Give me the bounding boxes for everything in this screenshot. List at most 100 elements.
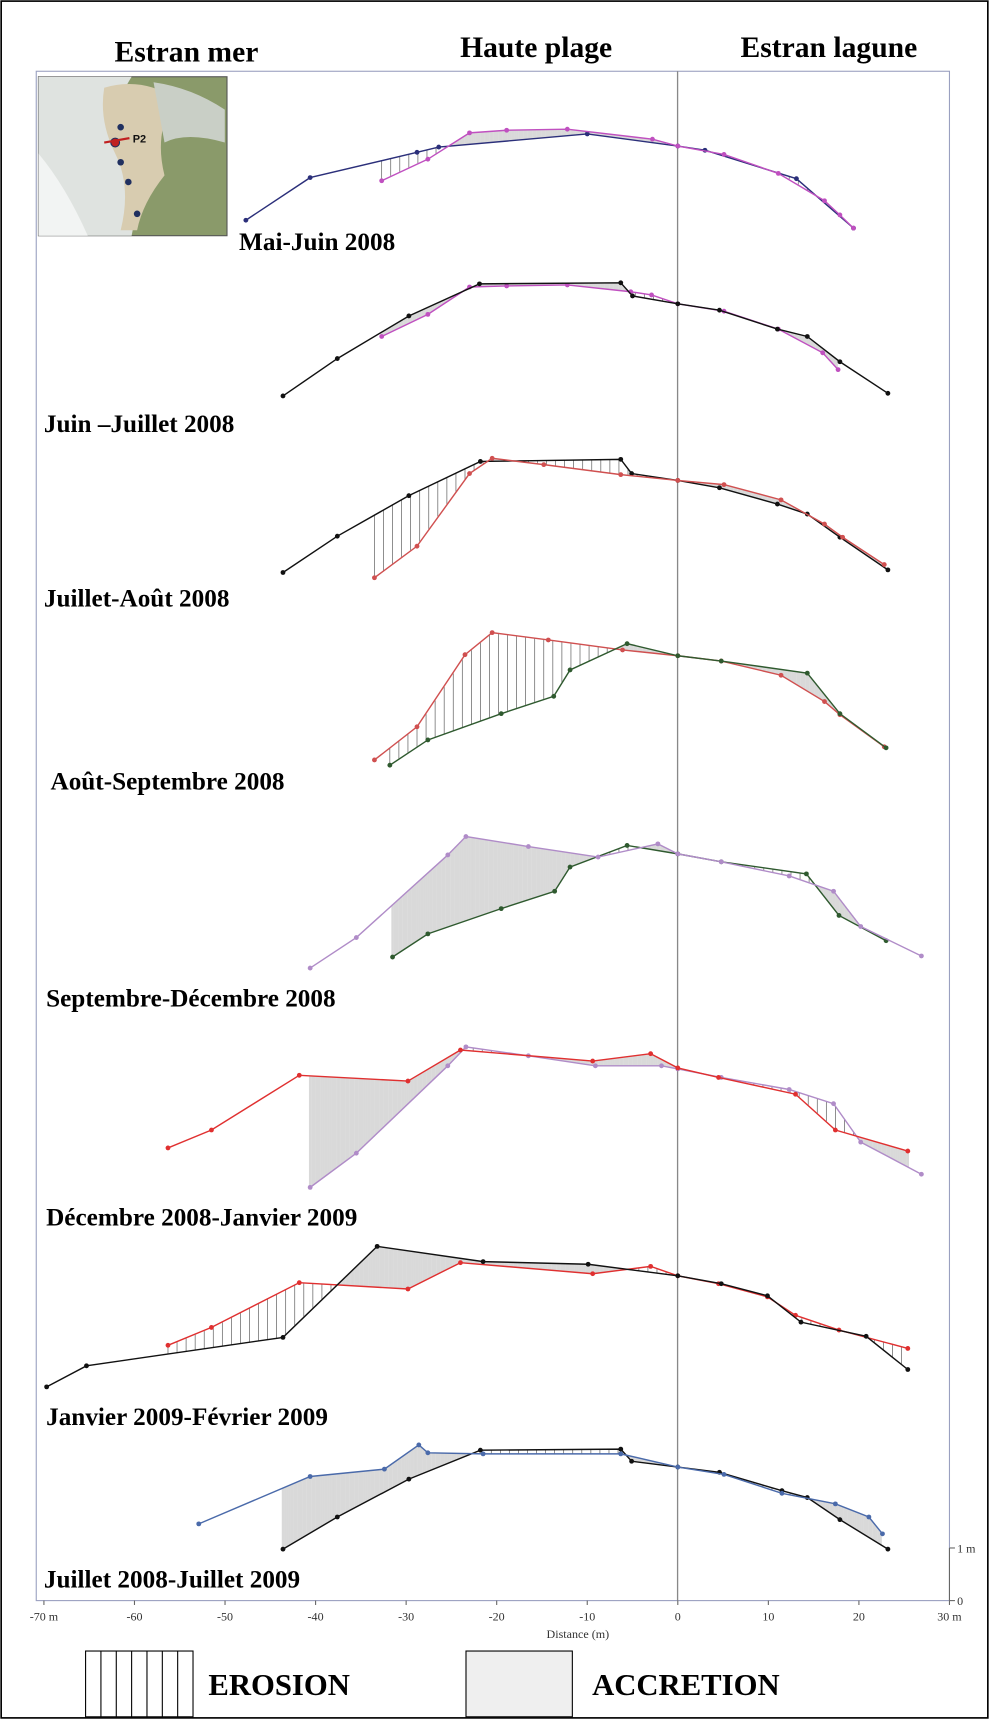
- profile-point: [794, 176, 799, 182]
- profile-point: [243, 217, 249, 223]
- profile-point: [467, 130, 472, 136]
- profile-point: [905, 1367, 911, 1372]
- panel-title: Juin –Juillet 2008: [44, 411, 234, 438]
- profile-point: [590, 1058, 596, 1064]
- inset-profile: [104, 137, 130, 144]
- profile-point: [414, 149, 420, 155]
- profile-point: [618, 280, 624, 286]
- x-axis-label: Distance (m): [547, 1627, 610, 1641]
- profile-point: [44, 1384, 50, 1390]
- profile-point: [675, 1273, 681, 1279]
- profile-point: [624, 843, 630, 848]
- inset-lagoon: [153, 82, 225, 143]
- profile-point: [477, 281, 482, 287]
- profile-point: [866, 1514, 872, 1520]
- profile-point: [716, 1074, 721, 1080]
- profile-point: [280, 570, 286, 575]
- profile-point: [675, 143, 681, 149]
- profile-line: [381, 128, 854, 229]
- profile-point: [655, 841, 661, 847]
- profile-point: [353, 935, 359, 940]
- profile-point: [885, 567, 891, 573]
- profile-point: [334, 1514, 340, 1520]
- profile-point: [649, 292, 654, 298]
- profile-point: [721, 1471, 727, 1477]
- panel-title: Mai-Juin 2008: [239, 229, 395, 256]
- inset-map: P2: [37, 76, 228, 237]
- profile-point: [774, 501, 780, 507]
- header: Estran lagune: [740, 32, 917, 64]
- profile-point: [425, 311, 431, 317]
- profile-point: [564, 126, 570, 132]
- x-tick-label: -10: [579, 1609, 595, 1623]
- profile-point: [416, 1442, 422, 1448]
- profile-point: [504, 283, 510, 289]
- profile-point: [379, 178, 385, 184]
- profile-point: [445, 1063, 451, 1069]
- profile-point: [307, 965, 313, 971]
- profile-point: [659, 1063, 664, 1069]
- x-tick-label: -60: [126, 1609, 142, 1623]
- profile-point: [489, 630, 495, 636]
- profile-point: [353, 1150, 359, 1156]
- profile-point: [629, 471, 635, 476]
- profile-point: [650, 136, 655, 142]
- profile-point: [595, 854, 601, 860]
- panel-title: Décembre 2008-Janvier 2009: [46, 1205, 357, 1232]
- profile-point: [721, 482, 727, 488]
- header: Estran mer: [115, 36, 259, 68]
- panel-title: Septembre-Décembre 2008: [46, 985, 336, 1012]
- profile-point: [462, 652, 468, 658]
- profile-point: [425, 156, 431, 162]
- profile-point: [467, 471, 472, 476]
- profile-point: [822, 521, 827, 527]
- profile-point: [618, 472, 624, 478]
- profile-point: [675, 1065, 681, 1071]
- profile-point: [775, 170, 781, 176]
- profile-line: [167, 1049, 909, 1152]
- profile-point: [804, 334, 810, 339]
- profile-point: [307, 1474, 313, 1479]
- profile-point: [863, 1333, 869, 1339]
- profile-point: [480, 1451, 486, 1457]
- profile-point: [831, 1101, 836, 1107]
- profile-point: [372, 575, 377, 581]
- profile-point: [836, 913, 842, 918]
- legend-accretion-swatch: [465, 1650, 573, 1718]
- profile-point: [307, 175, 313, 181]
- x-tick-label: 30 m: [937, 1609, 962, 1623]
- profile-point: [445, 852, 451, 858]
- profile-line: [282, 282, 889, 397]
- inset-spit: [102, 84, 176, 231]
- profile-point: [498, 711, 504, 717]
- profile-point: [414, 724, 420, 730]
- profile-line: [374, 631, 885, 761]
- profile-point: [718, 1281, 724, 1287]
- profile-point: [675, 1464, 681, 1470]
- legend-hatch: [100, 1651, 179, 1717]
- profile-point: [648, 1263, 654, 1269]
- profile-point: [837, 212, 843, 218]
- profile-point: [717, 485, 722, 491]
- profile-point: [718, 859, 724, 865]
- profile-point: [918, 1171, 924, 1177]
- profile-point: [463, 834, 469, 839]
- profile-point: [798, 1319, 804, 1325]
- profile-point: [436, 144, 442, 150]
- profile-point: [458, 1047, 463, 1053]
- legend-label: ACCRETION: [592, 1668, 780, 1702]
- profile-point: [765, 1293, 770, 1299]
- profile-point: [480, 1259, 486, 1265]
- profile-point: [774, 326, 780, 332]
- profile-point: [837, 711, 843, 717]
- profile-point: [280, 1334, 286, 1340]
- profile-point: [905, 1346, 911, 1351]
- profile-point: [552, 888, 558, 894]
- profile-point: [778, 497, 784, 503]
- inset-point: [117, 158, 124, 166]
- profile-point: [372, 757, 377, 763]
- profile-point: [414, 543, 420, 549]
- profile-point: [803, 871, 809, 877]
- profile-point: [567, 667, 573, 673]
